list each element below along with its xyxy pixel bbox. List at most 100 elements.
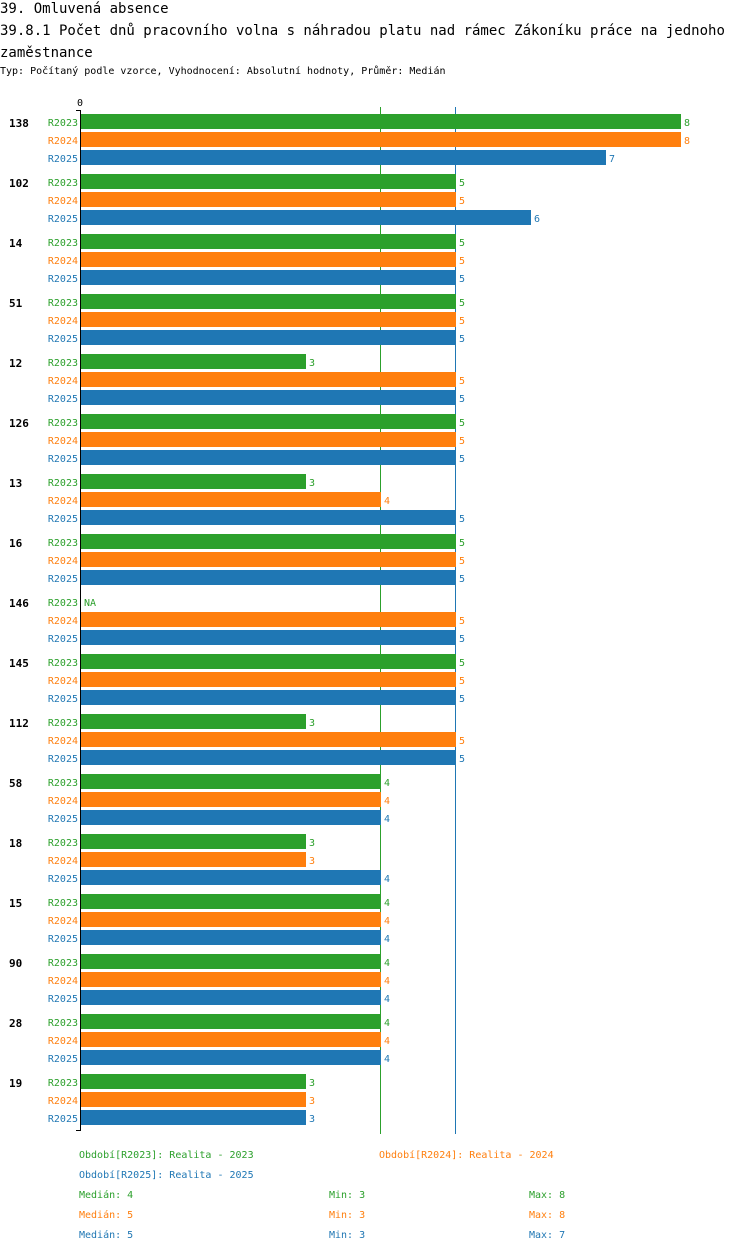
series-label-r2023: R2023 bbox=[48, 418, 78, 429]
bar-value-label: 4 bbox=[384, 958, 390, 969]
category-label: 15 bbox=[9, 897, 22, 910]
category-label: 14 bbox=[9, 237, 23, 250]
bar-value-label: 3 bbox=[309, 1078, 315, 1089]
category-label: 146 bbox=[9, 597, 29, 610]
category-label: 138 bbox=[9, 117, 29, 130]
bar-value-label: 5 bbox=[459, 238, 465, 249]
series-label-r2024: R2024 bbox=[48, 316, 78, 327]
series-label-r2023: R2023 bbox=[48, 778, 78, 789]
bar-value-label: 3 bbox=[309, 1096, 315, 1107]
bar-15-r2024 bbox=[81, 912, 381, 927]
bar-90-r2024 bbox=[81, 972, 381, 987]
series-label-r2024: R2024 bbox=[48, 616, 78, 627]
legend-max-r2023: Max: 8 bbox=[529, 1190, 566, 1201]
bar-value-label: 4 bbox=[384, 994, 390, 1005]
series-label-r2024: R2024 bbox=[48, 496, 78, 507]
bar-value-label: 5 bbox=[459, 334, 465, 345]
bar-value-label: 3 bbox=[309, 1114, 315, 1125]
page-title: 39. Omluvená absence bbox=[0, 1, 169, 17]
bar-112-r2025 bbox=[81, 750, 456, 765]
series-label-r2024: R2024 bbox=[48, 796, 78, 807]
bar-12-r2025 bbox=[81, 390, 456, 405]
bar-value-label: 5 bbox=[459, 178, 465, 189]
bar-51-r2023 bbox=[81, 294, 456, 309]
series-label-r2024: R2024 bbox=[48, 256, 78, 267]
series-label-r2025: R2025 bbox=[48, 514, 78, 525]
bar-13-r2025 bbox=[81, 510, 456, 525]
bar-value-label: 5 bbox=[459, 376, 465, 387]
bar-14-r2023 bbox=[81, 234, 456, 249]
legend-median-r2024: Medián: 5 bbox=[79, 1210, 134, 1221]
bar-28-r2024 bbox=[81, 1032, 381, 1047]
bar-126-r2023 bbox=[81, 414, 456, 429]
bar-value-label: 4 bbox=[384, 796, 390, 807]
series-label-r2024: R2024 bbox=[48, 1036, 78, 1047]
bar-value-label: 3 bbox=[309, 718, 315, 729]
series-label-r2025: R2025 bbox=[48, 334, 78, 345]
bar-value-label: 4 bbox=[384, 1054, 390, 1065]
series-label-r2023: R2023 bbox=[48, 838, 78, 849]
bar-value-label: 6 bbox=[534, 214, 540, 225]
bar-value-label: 4 bbox=[384, 778, 390, 789]
bar-102-r2023 bbox=[81, 174, 456, 189]
series-label-r2025: R2025 bbox=[48, 454, 78, 465]
category-label: 58 bbox=[9, 777, 22, 790]
legend-median-r2025: Medián: 5 bbox=[79, 1230, 134, 1241]
bar-value-label: 5 bbox=[459, 694, 465, 705]
bar-value-label: 3 bbox=[309, 358, 315, 369]
bar-value-label: 5 bbox=[459, 736, 465, 747]
legend-min-r2024: Min: 3 bbox=[329, 1210, 366, 1221]
bar-19-r2023 bbox=[81, 1074, 306, 1089]
category-label: 51 bbox=[9, 297, 23, 310]
legend-min-r2025: Min: 3 bbox=[329, 1230, 366, 1241]
category-label: 28 bbox=[9, 1017, 22, 1030]
series-label-r2023: R2023 bbox=[48, 1078, 78, 1089]
series-label-r2023: R2023 bbox=[48, 1018, 78, 1029]
bar-14-r2025 bbox=[81, 270, 456, 285]
bar-18-r2024 bbox=[81, 852, 306, 867]
series-label-r2024: R2024 bbox=[48, 916, 78, 927]
bar-18-r2023 bbox=[81, 834, 306, 849]
bar-15-r2023 bbox=[81, 894, 381, 909]
series-label-r2023: R2023 bbox=[48, 478, 78, 489]
bar-value-label: 3 bbox=[309, 478, 315, 489]
series-label-r2023: R2023 bbox=[48, 538, 78, 549]
series-label-r2025: R2025 bbox=[48, 1114, 78, 1125]
series-label-r2023: R2023 bbox=[48, 298, 78, 309]
bar-value-label: 5 bbox=[459, 634, 465, 645]
bar-value-label: 8 bbox=[684, 136, 690, 147]
series-label-r2025: R2025 bbox=[48, 154, 78, 165]
series-label-r2023: R2023 bbox=[48, 718, 78, 729]
legend-max-r2024: Max: 8 bbox=[529, 1210, 566, 1221]
bar-value-label: 4 bbox=[384, 1018, 390, 1029]
bar-90-r2025 bbox=[81, 990, 381, 1005]
category-label: 19 bbox=[9, 1077, 22, 1090]
bar-58-r2024 bbox=[81, 792, 381, 807]
bar-16-r2025 bbox=[81, 570, 456, 585]
bar-138-r2024 bbox=[81, 132, 681, 147]
series-label-r2025: R2025 bbox=[48, 874, 78, 885]
series-label-r2024: R2024 bbox=[48, 856, 78, 867]
bar-28-r2023 bbox=[81, 1014, 381, 1029]
bar-value-label: 5 bbox=[459, 658, 465, 669]
bar-value-label: 3 bbox=[309, 856, 315, 867]
bar-51-r2024 bbox=[81, 312, 456, 327]
series-label-r2025: R2025 bbox=[48, 994, 78, 1005]
bar-112-r2023 bbox=[81, 714, 306, 729]
series-label-r2023: R2023 bbox=[48, 178, 78, 189]
bar-value-label: 5 bbox=[459, 574, 465, 585]
bar-value-label: 5 bbox=[459, 256, 465, 267]
series-label-r2025: R2025 bbox=[48, 1054, 78, 1065]
bar-19-r2024 bbox=[81, 1092, 306, 1107]
bar-value-label: 5 bbox=[459, 298, 465, 309]
bar-18-r2025 bbox=[81, 870, 381, 885]
series-label-r2024: R2024 bbox=[48, 436, 78, 447]
bar-value-label: 4 bbox=[384, 1036, 390, 1047]
chart-title: 39.8.1 Počet dnů pracovního volna s náhr… bbox=[0, 23, 725, 61]
bar-12-r2023 bbox=[81, 354, 306, 369]
series-label-r2023: R2023 bbox=[48, 598, 78, 609]
series-label-r2024: R2024 bbox=[48, 556, 78, 567]
bar-value-label: 4 bbox=[384, 916, 390, 927]
category-label: 145 bbox=[9, 657, 29, 670]
